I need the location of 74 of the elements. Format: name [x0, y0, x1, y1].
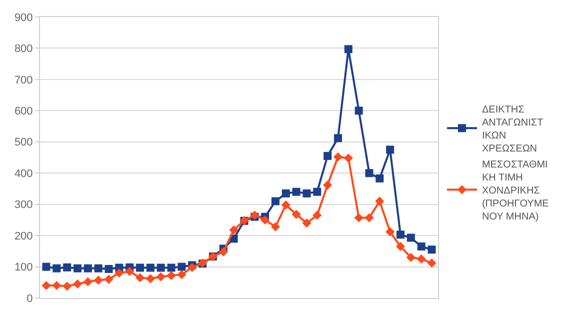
y-tick-label: 500: [14, 136, 33, 149]
point: [417, 242, 426, 250]
point: [135, 273, 145, 282]
point: [42, 262, 50, 271]
point: [62, 282, 72, 291]
point: [177, 270, 186, 280]
point: [334, 134, 342, 142]
y-tick-label: 700: [14, 74, 33, 86]
point: [292, 210, 301, 219]
point: [218, 247, 228, 256]
point: [313, 188, 322, 196]
point: [52, 280, 62, 290]
point: [156, 264, 165, 272]
point: [312, 210, 322, 220]
point: [104, 274, 114, 284]
point: [302, 189, 311, 198]
y-tick-label: 400: [14, 168, 33, 180]
point: [344, 154, 353, 163]
point: [72, 279, 82, 288]
point: [146, 274, 155, 284]
point: [260, 215, 270, 224]
point: [156, 272, 166, 282]
point: [167, 264, 176, 272]
point: [282, 189, 290, 198]
point: [229, 225, 238, 234]
point: [302, 218, 312, 228]
y-tick-label: 200: [14, 230, 33, 242]
y-tick-label: 300: [14, 199, 33, 212]
point: [125, 266, 134, 276]
point: [63, 263, 72, 272]
point: [354, 213, 364, 222]
point: [292, 188, 300, 196]
point: [146, 264, 154, 272]
point: [396, 230, 404, 239]
point: [114, 268, 124, 278]
y-tick-label: 800: [14, 43, 33, 56]
point: [364, 213, 374, 222]
y-tick-label: 600: [14, 106, 33, 118]
point: [386, 227, 395, 236]
point: [136, 264, 144, 272]
point: [354, 106, 363, 115]
point: [427, 258, 436, 268]
y-tick-label: 0: [26, 292, 33, 305]
point: [416, 254, 426, 264]
point: [52, 264, 61, 272]
point: [376, 174, 384, 182]
point: [375, 196, 384, 206]
point: [333, 152, 343, 162]
point: [406, 234, 415, 242]
point: [396, 242, 406, 252]
point: [281, 200, 290, 210]
y-tick-label: 900: [14, 12, 33, 24]
point: [104, 264, 113, 273]
point: [166, 270, 176, 280]
point: [94, 276, 103, 285]
point: [365, 169, 374, 178]
point: [323, 180, 332, 190]
point: [94, 264, 102, 272]
point: [74, 264, 82, 272]
point: [270, 222, 280, 232]
point: [178, 262, 186, 271]
point: [271, 197, 280, 206]
legend-label: ΔΕΙΚΤΗΣ ΑΝΤΑΓΩΝΙΣΤΙΚΩΝ ΧΡΕΩΣΕΩΝ: [482, 104, 544, 155]
point: [188, 262, 197, 272]
point: [324, 152, 332, 160]
point: [428, 246, 436, 254]
point: [406, 252, 416, 262]
point: [84, 264, 92, 272]
point: [386, 146, 394, 154]
legend-label: ΜΕΣΟΣΤΑΘΜΙΚΗ ΤΙΜΗ ΧΟΝΔΡΙΚΗΣ (ΠΡΟΗΓΟΥΜΕΝΟΥ ΜΗΝΑ): [482, 160, 550, 223]
point: [344, 45, 352, 54]
point: [42, 280, 51, 290]
point: [83, 277, 92, 286]
y-tick-label: 100: [14, 262, 33, 274]
